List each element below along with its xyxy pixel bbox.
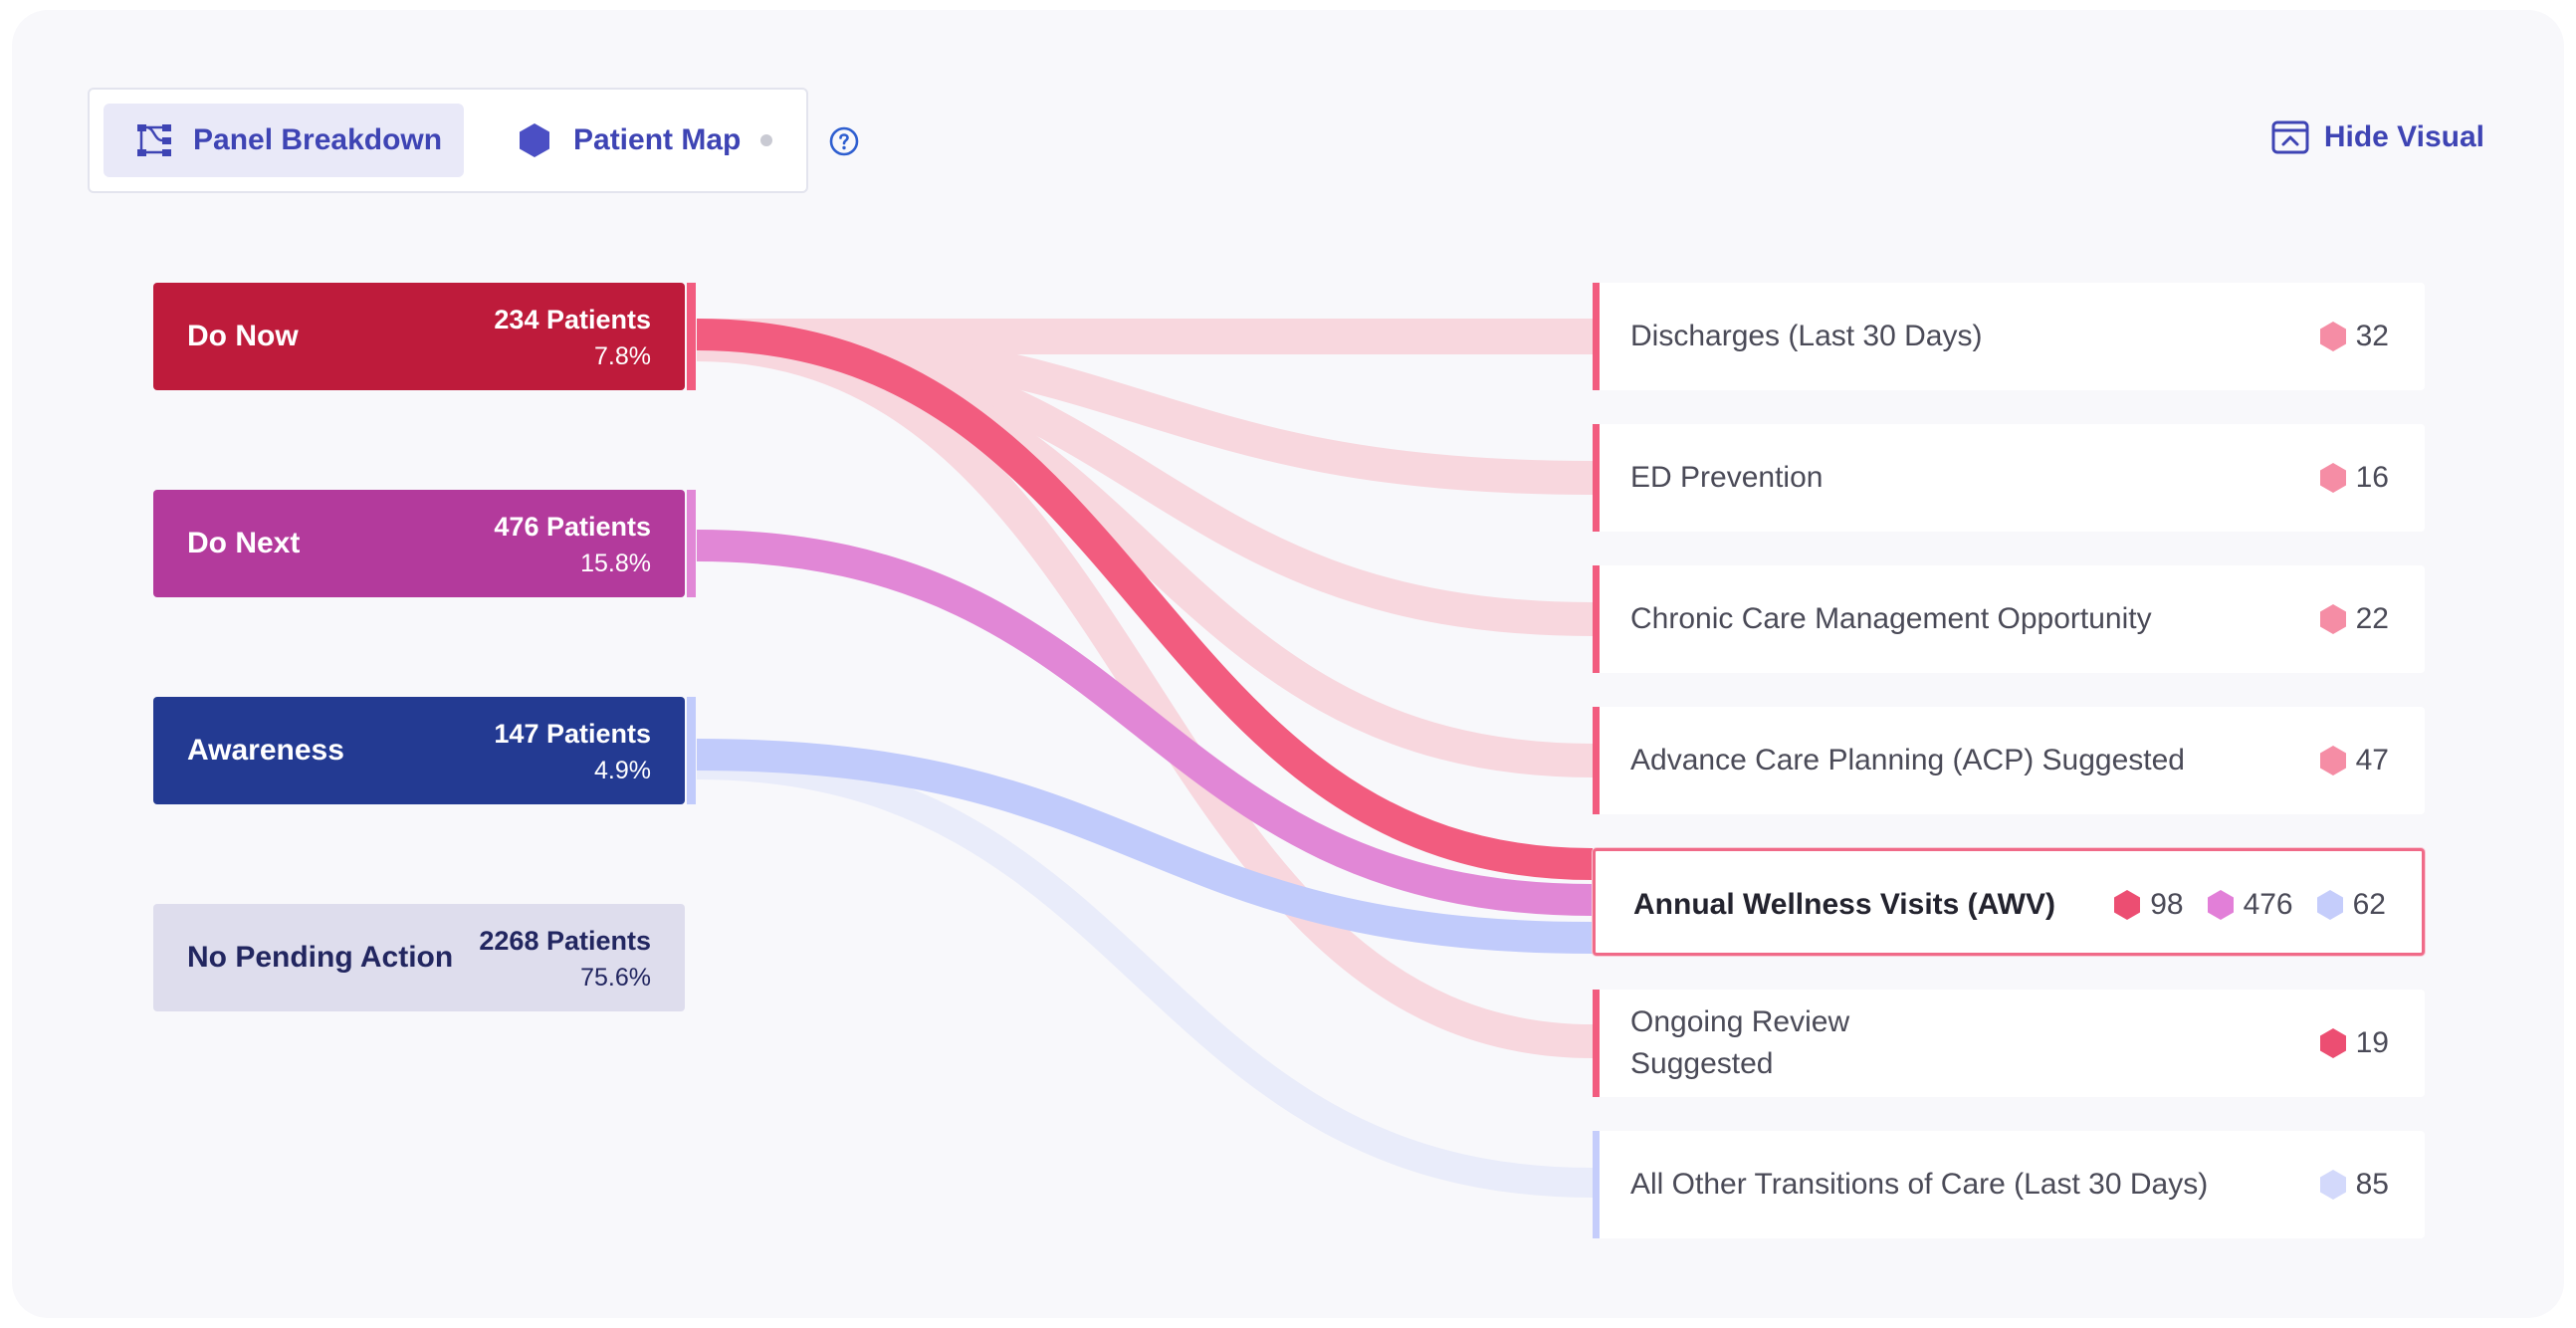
destination-chronic-care[interactable]: Chronic Care Management Opportunity 22	[1593, 565, 2425, 673]
status-dot	[760, 134, 773, 146]
destination-label: Advance Care Planning (ACP) Suggested	[1630, 744, 2185, 776]
destination-label: ED Prevention	[1630, 461, 1824, 494]
destination-discharges[interactable]: Discharges (Last 30 Days) 32	[1593, 283, 2425, 390]
count-badge: 19	[2318, 1026, 2389, 1060]
destination-bar	[1593, 707, 1600, 814]
source-do-next[interactable]: Do Next 476 Patients 15.8%	[153, 490, 685, 597]
source-name: No Pending Action	[187, 941, 454, 974]
destination-label: Ongoing Review Suggested	[1630, 990, 1849, 1097]
destination-label: Discharges (Last 30 Days)	[1630, 320, 1983, 352]
flow-awareness-awv	[696, 739, 1594, 954]
hide-visual-button[interactable]: Hide Visual	[2270, 117, 2484, 157]
help-icon[interactable]	[828, 125, 860, 157]
count-badge-awareness: 62	[2315, 888, 2386, 922]
source-no-pending-action[interactable]: No Pending Action 2268 Patients 75.6%	[153, 904, 685, 1011]
destination-label: Annual Wellness Visits (AWV)	[1633, 888, 2055, 921]
destination-label-line2: Suggested	[1630, 1047, 1774, 1080]
tab-patient-map[interactable]: Patient Map	[516, 104, 773, 177]
source-name: Awareness	[187, 734, 344, 767]
count-badge: 85	[2318, 1168, 2389, 1202]
hexagon-icon	[2319, 1170, 2346, 1200]
source-do-now[interactable]: Do Now 234 Patients 7.8%	[153, 283, 685, 390]
badge-value: 476	[2243, 888, 2293, 921]
view-toggle: Panel Breakdown Patient Map	[88, 88, 808, 193]
badge-value: 98	[2150, 888, 2184, 921]
destination-label: Chronic Care Management Opportunity	[1630, 602, 2152, 635]
hide-visual-label: Hide Visual	[2323, 120, 2484, 153]
source-count: 476 Patients	[494, 512, 651, 542]
source-percent: 7.8%	[594, 342, 651, 370]
source-percent: 75.6%	[580, 964, 651, 992]
source-strip-do-now	[687, 283, 696, 390]
count-badge: 16	[2318, 461, 2389, 495]
badge-value: 22	[2355, 602, 2389, 635]
flow-awareness-other	[696, 750, 1594, 1198]
hexagon-icon	[2319, 322, 2346, 351]
destination-bar	[1593, 283, 1600, 390]
source-count: 234 Patients	[494, 305, 651, 334]
collapse-visual-icon	[2271, 120, 2309, 154]
badge-value: 85	[2355, 1168, 2389, 1201]
destination-bar	[1593, 565, 1600, 673]
destination-label-line1: Ongoing Review	[1630, 1005, 1850, 1038]
destination-other-toc[interactable]: All Other Transitions of Care (Last 30 D…	[1593, 1131, 2425, 1238]
source-strip-awareness	[687, 697, 696, 804]
badge-value: 16	[2355, 461, 2389, 494]
hexagon-icon	[2319, 604, 2346, 634]
hexagon-icon	[2316, 890, 2343, 920]
count-badge-do-next: 476	[2206, 888, 2293, 922]
hexagon-icon	[520, 123, 549, 157]
destination-bar	[1593, 990, 1600, 1097]
destination-label: All Other Transitions of Care (Last 30 D…	[1630, 1168, 2209, 1201]
badge-value: 32	[2355, 320, 2389, 352]
destination-awv[interactable]: Annual Wellness Visits (AWV) 98 476 62	[1593, 848, 2425, 956]
source-count: 147 Patients	[494, 719, 651, 749]
source-percent: 15.8%	[580, 550, 651, 577]
source-percent: 4.9%	[594, 757, 651, 784]
hexagon-icon	[2319, 1028, 2346, 1058]
source-name: Do Now	[187, 320, 299, 352]
hexagon-icon	[2319, 463, 2346, 493]
hexagon-icon	[2207, 890, 2234, 920]
count-badge: 32	[2318, 320, 2389, 353]
destination-acp[interactable]: Advance Care Planning (ACP) Suggested 47	[1593, 707, 2425, 814]
count-badge: 47	[2318, 744, 2389, 777]
destination-bar	[1593, 424, 1600, 532]
flow-do-next-awv	[696, 530, 1594, 916]
tab-patient-map-label: Patient Map	[573, 123, 742, 156]
source-name: Do Next	[187, 527, 301, 559]
hexagon-icon	[2114, 890, 2141, 920]
tab-panel-breakdown[interactable]: Panel Breakdown	[104, 104, 464, 177]
badge-value: 19	[2355, 1026, 2389, 1059]
badge-value: 47	[2355, 744, 2389, 776]
source-count: 2268 Patients	[479, 926, 651, 956]
hexagon-icon	[2319, 746, 2346, 775]
destination-ed-prevention[interactable]: ED Prevention 16	[1593, 424, 2425, 532]
source-awareness[interactable]: Awareness 147 Patients 4.9%	[153, 697, 685, 804]
flow-do-now-ongoing	[696, 328, 1594, 1058]
hierarchy-icon	[137, 124, 171, 156]
badge-value: 62	[2352, 888, 2386, 921]
count-badge-do-now: 98	[2112, 888, 2184, 922]
tab-panel-breakdown-label: Panel Breakdown	[193, 123, 443, 156]
source-strip-do-next	[687, 490, 696, 597]
count-badge: 22	[2318, 602, 2389, 636]
flow-do-now-awv	[696, 319, 1594, 880]
destination-ongoing-review[interactable]: Ongoing Review Suggested 19	[1593, 990, 2425, 1097]
destination-bar	[1593, 1131, 1600, 1238]
